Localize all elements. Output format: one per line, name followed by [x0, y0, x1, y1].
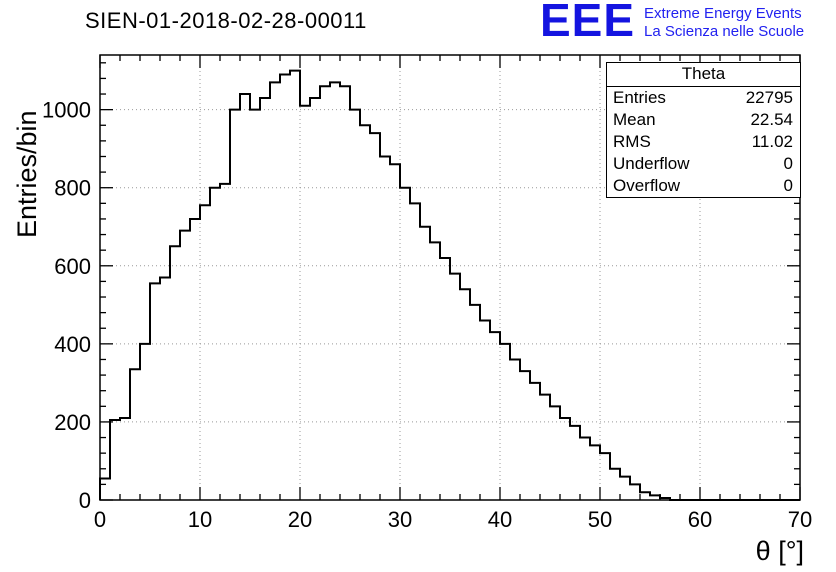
- stats-row-rms: RMS 11.02: [607, 131, 800, 153]
- svg-text:20: 20: [288, 507, 312, 532]
- stats-label: RMS: [613, 132, 651, 151]
- eee-logo-line1: Extreme Energy Events: [644, 5, 802, 22]
- stats-value: 11.02: [751, 132, 793, 151]
- stats-value: 22795: [745, 88, 793, 107]
- svg-text:1000: 1000: [42, 98, 91, 123]
- stats-row-mean: Mean 22.54: [607, 109, 800, 131]
- svg-text:400: 400: [54, 332, 91, 357]
- stats-label: Entries: [613, 88, 666, 107]
- svg-text:200: 200: [54, 410, 91, 435]
- stats-box-title: Theta: [607, 63, 800, 87]
- svg-text:800: 800: [54, 176, 91, 201]
- eee-logo: EEE Extreme Energy Events La Scienza nel…: [540, 0, 804, 46]
- eee-logo-text: Extreme Energy Events La Scienza nelle S…: [644, 2, 804, 41]
- stats-label: Mean: [613, 110, 656, 129]
- svg-text:0: 0: [79, 488, 91, 513]
- svg-text:40: 40: [488, 507, 512, 532]
- stats-value: 22.54: [750, 110, 793, 129]
- stats-value: 0: [783, 176, 793, 195]
- stats-value: 0: [783, 154, 793, 173]
- svg-text:70: 70: [788, 507, 812, 532]
- x-axis-title: θ [°]: [755, 536, 804, 566]
- svg-text:600: 600: [54, 254, 91, 279]
- svg-text:10: 10: [188, 507, 212, 532]
- stats-box: Theta Entries 22795 Mean 22.54 RMS 11.02…: [606, 62, 801, 198]
- stats-label: Underflow: [613, 154, 690, 173]
- stats-label: Overflow: [613, 176, 681, 195]
- svg-text:50: 50: [588, 507, 612, 532]
- stats-row-underflow: Underflow 0: [607, 153, 800, 175]
- plot-title: SIEN-01-2018-02-28-00011: [85, 8, 367, 33]
- stats-row-entries: Entries 22795: [607, 87, 800, 109]
- stats-row-overflow: Overflow 0: [607, 175, 800, 197]
- svg-text:0: 0: [94, 507, 106, 532]
- svg-text:30: 30: [388, 507, 412, 532]
- eee-logo-line2: La Scienza nelle Scuole: [644, 23, 805, 40]
- svg-text:60: 60: [688, 507, 712, 532]
- y-axis-title: Entries/bin: [12, 110, 42, 238]
- eee-logo-mark: EEE: [540, 0, 636, 46]
